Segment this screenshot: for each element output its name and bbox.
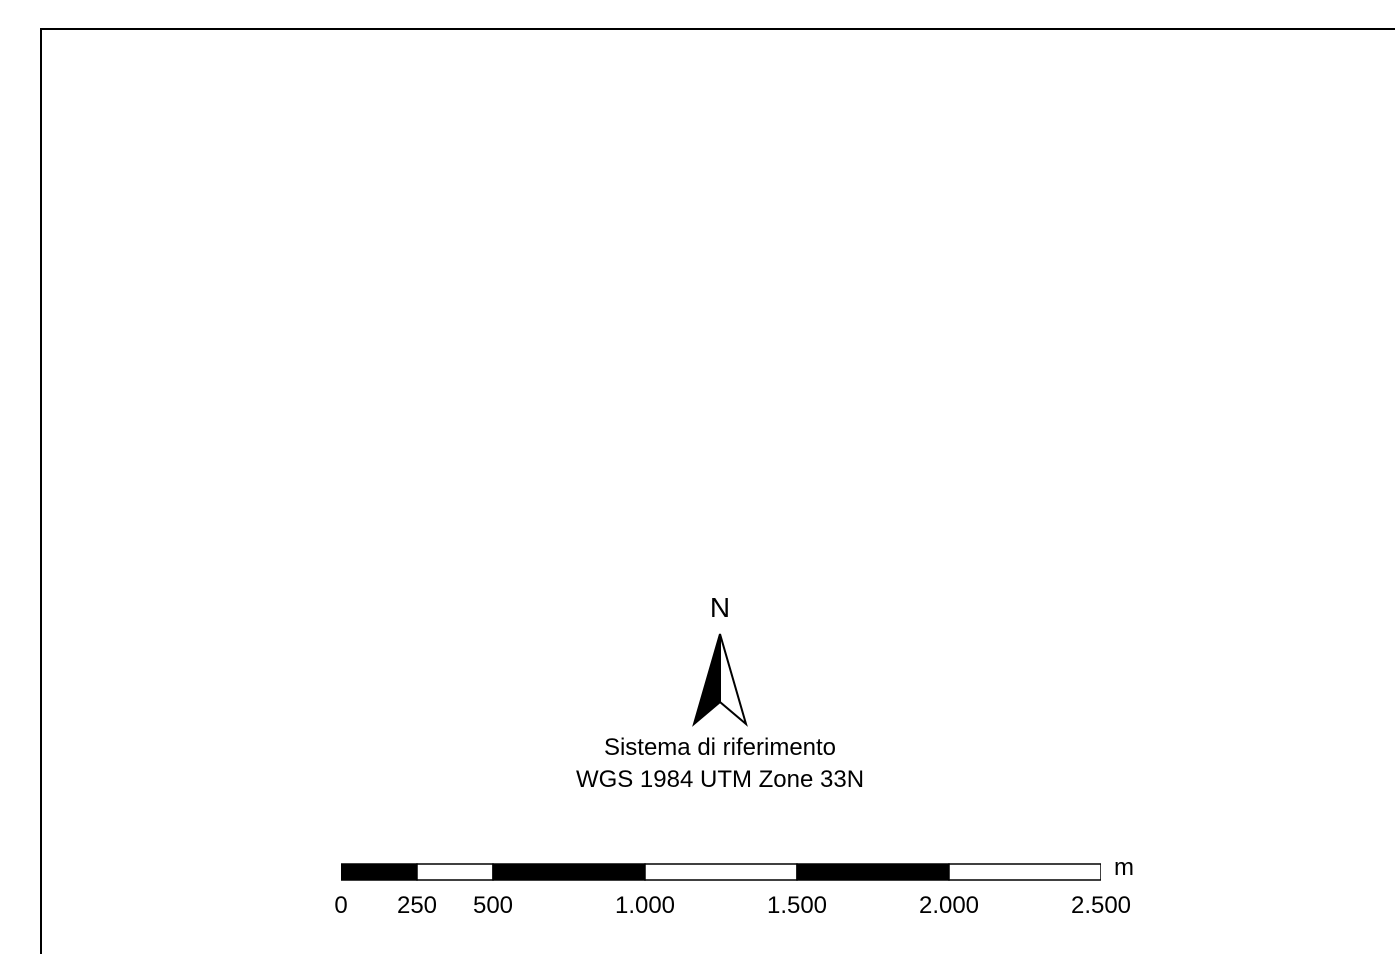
scale-bar-segments <box>341 863 1101 881</box>
coordinate-system-name: WGS 1984 UTM Zone 33N <box>575 766 865 793</box>
scale-bar-tick-label: 1.000 <box>614 892 676 919</box>
scale-bar-tick-label: 1.500 <box>766 892 828 919</box>
coordinate-system-block: Sistema di riferimento WGS 1984 UTM Zone… <box>470 732 970 796</box>
north-arrow-right-half <box>719 633 748 727</box>
north-arrow-left-half <box>692 633 721 727</box>
scale-bar-tick-label: 2.000 <box>918 892 980 919</box>
scale-bar-unit: m <box>1114 854 1134 881</box>
scale-bar-segment <box>416 863 494 881</box>
scale-bar-segment <box>948 863 1101 881</box>
map-frame <box>40 28 1395 954</box>
scale-bar-segment <box>796 863 950 881</box>
scale-bar-tick-label: 250 <box>396 892 438 919</box>
north-label: N <box>709 592 731 623</box>
coordinate-system-title: Sistema di riferimento <box>603 734 837 761</box>
north-arrow-icon <box>692 633 748 727</box>
scale-bar-segment <box>492 863 646 881</box>
scale-bar-tick-label: 500 <box>472 892 514 919</box>
scale-bar: m 0 250 500 1.000 1.500 2.000 2.500 <box>330 854 1160 930</box>
scale-bar-segment <box>644 863 798 881</box>
scale-bar-tick-label: 0 <box>334 892 348 919</box>
scale-bar-tick-label: 2.500 <box>1070 892 1132 919</box>
scale-bar-segment <box>341 863 418 881</box>
